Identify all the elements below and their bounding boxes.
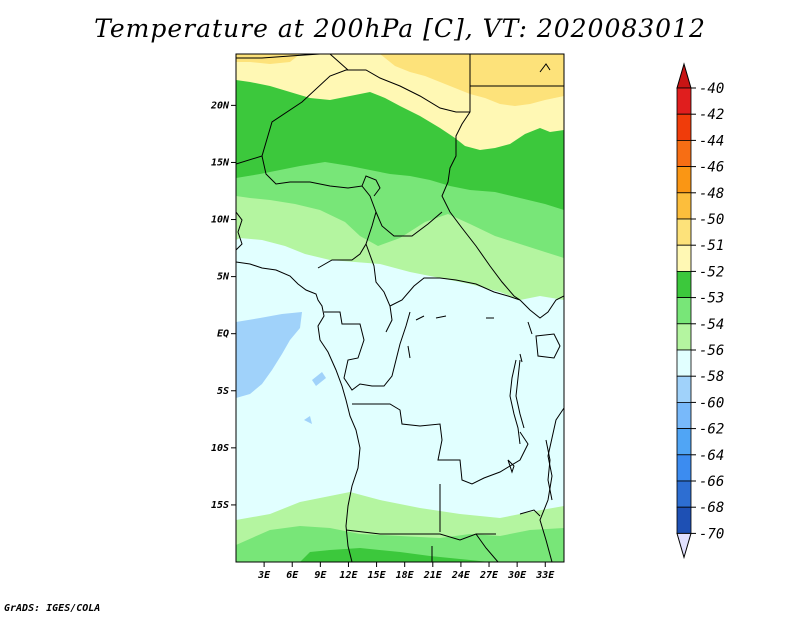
field-band-light-blue	[236, 312, 302, 398]
border-niger-chad	[329, 54, 349, 71]
field-band-light-blue-dot	[304, 416, 312, 424]
colorbar-swatch	[676, 297, 692, 325]
border-west-coast	[236, 54, 321, 59]
lon-tick-label: 12E	[339, 570, 358, 581]
colorbar-label: -66	[699, 474, 724, 490]
colorbar-swatch	[676, 401, 692, 429]
lon-tick-label: 24E	[451, 570, 471, 581]
chart-title: Temperature at 200hPa [C], VT: 202008301…	[94, 14, 706, 43]
lake-victoria	[535, 333, 561, 359]
colorbar-swatch	[676, 218, 692, 246]
river-congo	[407, 315, 494, 359]
border-lake-chad-region	[361, 175, 381, 197]
colorbar-swatch	[676, 166, 692, 194]
lon-tick-label: 18E	[396, 570, 415, 581]
lat-tick-label: 5N	[217, 272, 230, 283]
colorbar-swatch	[676, 244, 692, 272]
border-niger-nigeria	[261, 155, 377, 269]
colorbar-label: -60	[699, 395, 724, 411]
colorbar-label: -70	[699, 526, 724, 542]
colorbar-label: -68	[699, 500, 724, 516]
lat-tick-label: 10S	[211, 443, 229, 454]
lake-mweru	[507, 459, 515, 474]
lon-tick-label: 15E	[368, 570, 387, 581]
latitude-axis: 20N 15N 10N 5N EQ 5S 10S 15S	[210, 100, 236, 511]
border-car-congo	[389, 277, 521, 307]
lake-tanganyika	[509, 359, 521, 445]
coastline-north-west	[236, 211, 243, 251]
lat-tick-label: 5S	[217, 386, 229, 397]
colorbar-swatch	[676, 113, 692, 141]
border-mali-niger	[236, 69, 470, 165]
lat-tick-label: 15S	[211, 500, 229, 511]
border-gabon-congo	[324, 311, 411, 391]
border-drc-angola	[352, 403, 529, 485]
longitude-axis: 3E 6E 9E 12E 15E 18E 21E 24E 27E 30E 33E	[257, 562, 555, 581]
colorbar-swatch	[676, 349, 692, 377]
colorbar-label: -62	[699, 422, 724, 438]
lon-tick-label: 27E	[479, 570, 499, 581]
colorbar-swatch	[676, 87, 692, 115]
lon-tick-label: 33E	[535, 570, 555, 581]
lon-tick-label: 30E	[507, 570, 527, 581]
lon-tick-label: 6E	[286, 570, 299, 581]
map-frame	[235, 53, 565, 563]
coastlines-and-borders	[236, 54, 564, 562]
border-great-lakes	[519, 295, 564, 319]
colorbar-bottom-arrow	[676, 532, 692, 560]
field-band-yellow	[380, 54, 564, 106]
lat-tick-label: 15N	[211, 157, 230, 168]
colorbar-label: -50	[699, 212, 724, 228]
colorbar-label: -44	[699, 133, 724, 149]
lat-tick-label: 20N	[210, 100, 230, 111]
river-nile	[539, 63, 551, 73]
grads-credit: GrADS: IGES/COLA	[4, 603, 101, 614]
colorbar-label: -51	[699, 238, 724, 254]
lake-albert	[527, 321, 533, 335]
colorbar-swatch	[676, 375, 692, 403]
lon-tick-label: 21E	[423, 570, 443, 581]
colorbar-swatch	[676, 428, 692, 456]
lake-kivu	[519, 353, 523, 363]
colorbar-swatch	[676, 192, 692, 220]
lake-kariba	[519, 509, 541, 517]
colorbar: -40 -42 -44 -46 -48 -50 -51 -52 -53 -54 -56 -58 -60 -…	[676, 62, 724, 560]
colorbar-label: -48	[699, 186, 724, 202]
lat-tick-label: 10N	[211, 215, 230, 226]
colorbar-swatch	[676, 323, 692, 351]
colorbar-label: -46	[699, 160, 724, 176]
colorbar-label: -56	[699, 343, 724, 359]
colorbar-swatch	[676, 506, 692, 534]
border-chad-car	[375, 211, 443, 237]
temperature-field	[236, 54, 564, 562]
colorbar-swatch	[676, 480, 692, 508]
colorbar-label: -54	[699, 317, 724, 333]
coastline-west-africa	[236, 261, 361, 562]
field-band-light-blue-patch	[312, 372, 326, 386]
border-libya-sudan	[441, 54, 521, 301]
colorbar-swatch	[676, 139, 692, 167]
colorbar-swatch	[676, 270, 692, 298]
lake-tanganyika-east	[515, 359, 525, 429]
colorbar-swatch	[676, 454, 692, 482]
colorbar-label: -53	[699, 291, 724, 307]
lon-tick-label: 9E	[314, 570, 327, 581]
colorbar-label: -52	[699, 264, 724, 280]
field-band-dark-green-south	[300, 548, 490, 562]
border-zambia-zimbabwe	[475, 533, 499, 562]
colorbar-label: -58	[699, 369, 724, 385]
colorbar-label: -42	[699, 107, 724, 123]
border-cameroon-car	[365, 243, 393, 333]
colorbar-label: -40	[699, 81, 724, 97]
colorbar-top-arrow	[676, 62, 692, 89]
border-east-africa-coast	[539, 407, 564, 562]
lon-tick-label: 3E	[257, 570, 271, 581]
colorbar-label: -64	[699, 448, 724, 464]
lat-tick-label: EQ	[217, 329, 229, 340]
lake-malawi	[545, 439, 553, 501]
